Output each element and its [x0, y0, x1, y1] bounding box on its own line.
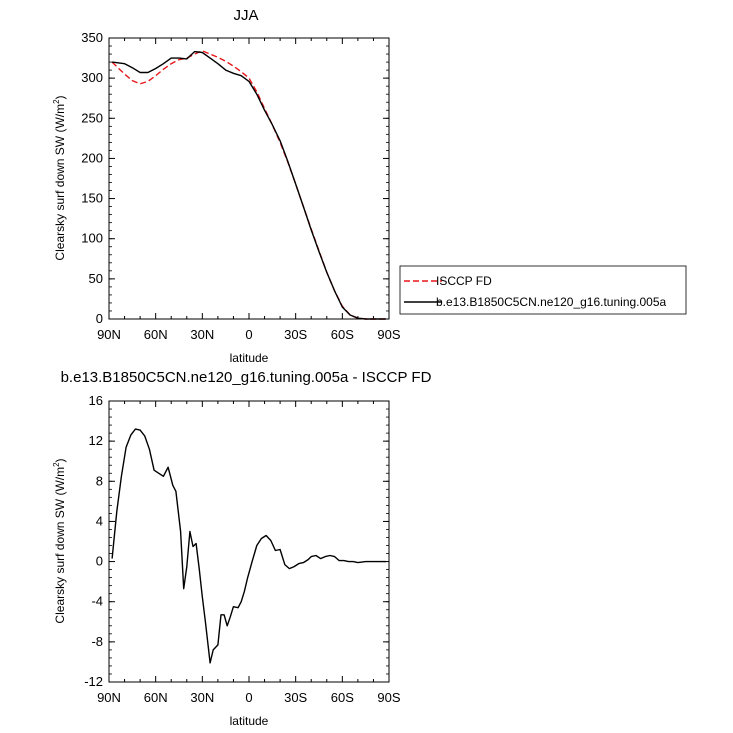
- x-tick-label: 60S: [331, 327, 354, 342]
- series-line-isccp: [111, 50, 386, 320]
- y-tick-label: -8: [91, 634, 103, 649]
- x-tick-label: 60N: [144, 327, 168, 342]
- x-tick-label: 30N: [190, 690, 214, 705]
- y-tick-label: 250: [81, 110, 103, 125]
- x-tick-label: 0: [245, 690, 252, 705]
- y-tick-label: 50: [89, 271, 103, 286]
- x-tick-label: 30N: [190, 327, 214, 342]
- x-tick-label: 90N: [97, 327, 121, 342]
- y-tick-label: 8: [96, 473, 103, 488]
- legend-box: [399, 265, 687, 315]
- y-tick-label: 150: [81, 191, 103, 206]
- y-tick-label: 100: [81, 231, 103, 246]
- y-tick-label: 12: [89, 433, 103, 448]
- top-chart: JJA 90N 60N 30N 0 30S 60S 90S 0 50 100 150 200 250 30…: [52, 7, 401, 365]
- x-tick-label: 0: [245, 327, 252, 342]
- y-tick-label: -4: [91, 594, 103, 609]
- top-chart-y-label: Clearsky surf down SW (W/m2): [52, 95, 67, 260]
- bottom-chart-frame: [108, 400, 390, 683]
- series-line-model: [112, 50, 386, 320]
- y-tick-label: -12: [84, 674, 103, 689]
- x-tick-label: 90N: [97, 690, 121, 705]
- y-tick-label: 4: [96, 513, 103, 528]
- y-tick-label: 350: [81, 30, 103, 45]
- x-tick-label: 90S: [377, 327, 400, 342]
- bottom-chart-x-label: latitude: [230, 714, 269, 728]
- bottom-chart-title: b.e13.B1850C5CN.ne120_g16.tuning.005a - …: [61, 369, 432, 386]
- series-line-difference: [111, 428, 386, 664]
- legend: ISCCP FD b.e13.B1850C5CN.ne120_g16.tunin…: [399, 265, 687, 315]
- y-tick-label: 300: [81, 70, 103, 85]
- y-tick-label: 0: [96, 554, 103, 569]
- x-tick-label: 30S: [284, 690, 307, 705]
- bottom-chart-y-label: Clearsky surf down SW (W/m2): [52, 458, 67, 623]
- legend-label-model: b.e13.B1850C5CN.ne120_g16.tuning.005a: [436, 295, 667, 309]
- top-chart-frame: [108, 37, 390, 320]
- top-chart-title: JJA: [233, 7, 258, 24]
- y-tick-label: 16: [89, 393, 103, 408]
- bottom-chart: b.e13.B1850C5CN.ne120_g16.tuning.005a - …: [52, 369, 432, 728]
- y-tick-label: 200: [81, 150, 103, 165]
- x-tick-label: 90S: [377, 690, 400, 705]
- x-tick-label: 30S: [284, 327, 307, 342]
- y-tick-label: 0: [96, 311, 103, 326]
- x-tick-label: 60N: [144, 690, 168, 705]
- top-chart-x-label: latitude: [230, 351, 269, 365]
- legend-label-isccp: ISCCP FD: [436, 274, 492, 288]
- x-tick-label: 60S: [331, 690, 354, 705]
